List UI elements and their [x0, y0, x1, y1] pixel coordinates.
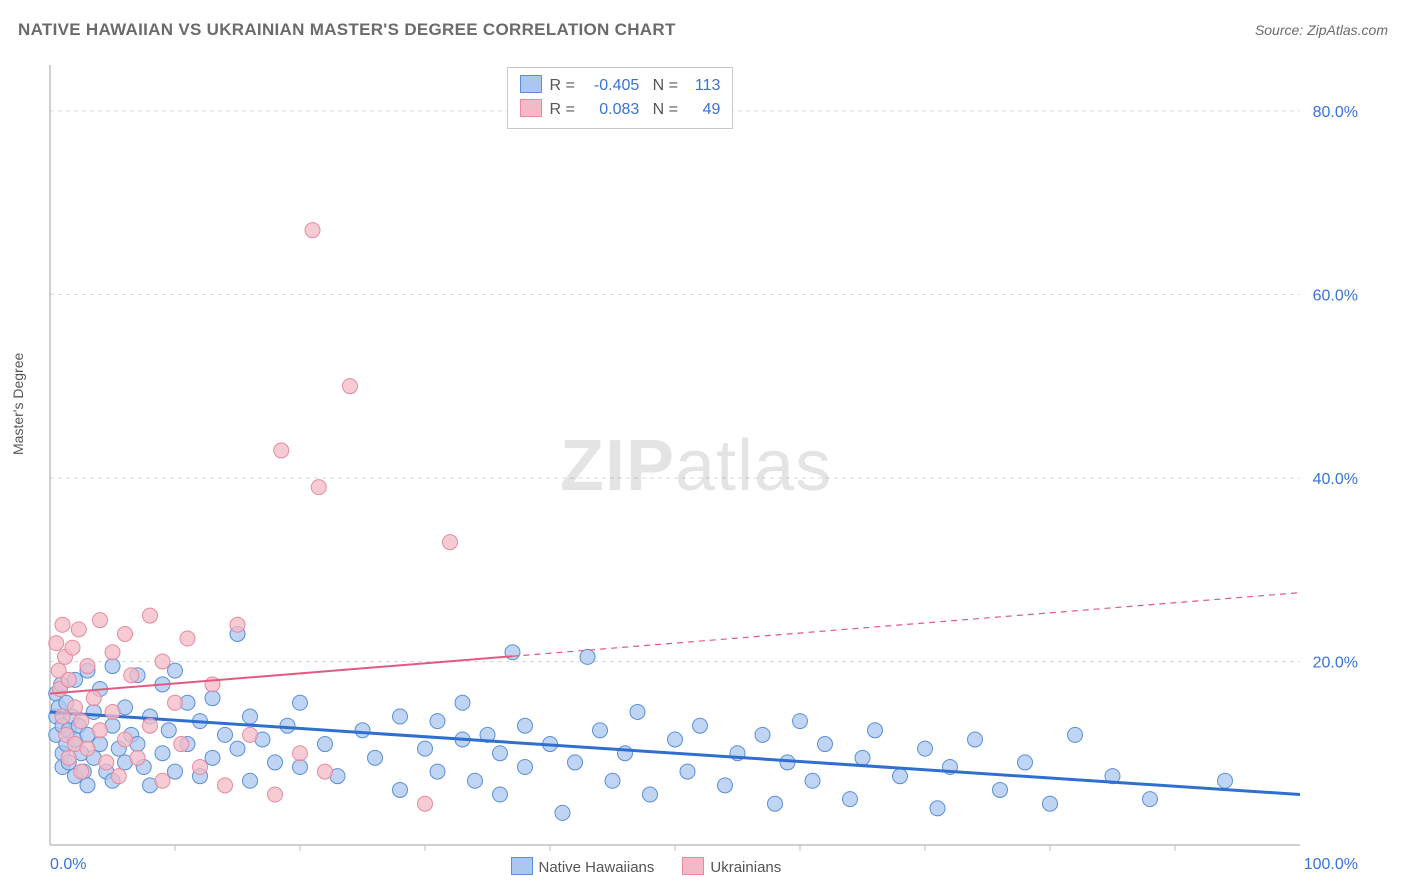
series-legend: Native Hawaiians Ukrainians — [511, 857, 810, 876]
plot-area: Master's Degree 20.0% 40.0% 60.0% 80.0% 0.0%… — [0, 55, 1406, 885]
svg-text:80.0%: 80.0% — [1313, 104, 1358, 121]
stats-row: R = -0.405 N = 113 — [520, 74, 721, 98]
svg-text:0.0%: 0.0% — [50, 856, 86, 873]
svg-text:60.0%: 60.0% — [1313, 287, 1358, 304]
svg-text:40.0%: 40.0% — [1313, 471, 1358, 488]
chart-title: NATIVE HAWAIIAN VS UKRAINIAN MASTER'S DE… — [18, 20, 676, 39]
svg-text:20.0%: 20.0% — [1313, 654, 1358, 671]
stats-row: R = 0.083 N = 49 — [520, 98, 721, 122]
legend-item: Ukrainians — [682, 859, 781, 876]
source-link[interactable]: ZipAtlas.com — [1307, 22, 1388, 38]
y-axis-label: Master's Degree — [10, 353, 26, 455]
chart-header: NATIVE HAWAIIAN VS UKRAINIAN MASTER'S DE… — [18, 20, 1388, 50]
legend-item: Native Hawaiians — [511, 859, 655, 876]
stats-legend: R = -0.405 N = 113R = 0.083 N = 49 — [507, 67, 734, 129]
scatter-chart: 20.0% 40.0% 60.0% 80.0% 0.0% 100.0% — [0, 55, 1406, 885]
svg-text:100.0%: 100.0% — [1304, 856, 1358, 873]
source-label: Source: ZipAtlas.com — [1255, 22, 1388, 38]
